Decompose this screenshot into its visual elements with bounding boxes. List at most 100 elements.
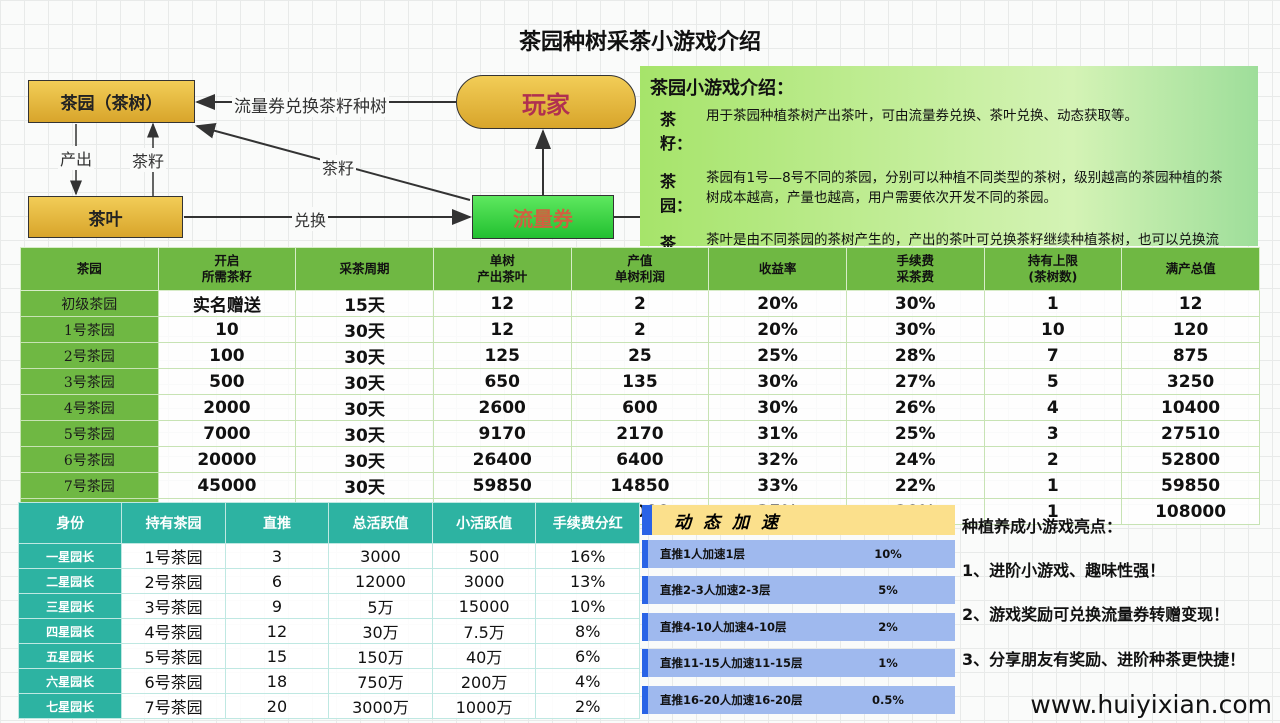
table-cell: 2 (983, 446, 1123, 473)
table-cell: 4% (535, 668, 640, 694)
table-row: 五星园长 5号茶园 15 150万 40万 6% (17, 643, 640, 669)
table-cell: 24% (845, 446, 985, 473)
column-header: 身份 (17, 502, 123, 544)
table-cell: 750万 (328, 668, 433, 694)
edge-label-exchange: 兑换 (292, 207, 329, 231)
table-cell: 600 (570, 394, 710, 421)
table-cell: 1 (983, 498, 1123, 525)
table-cell: 6400 (570, 446, 710, 473)
table-cell: 2170 (570, 420, 710, 447)
table-row: 三星园长 3号茶园 9 5万 15000 10% (17, 593, 640, 619)
table-cell: 18 (224, 668, 330, 694)
table-cell: 135 (570, 368, 710, 395)
intro-item-garden: 茶园： 茶园有1号—8号不同的茶园，分别可以种植不同类型的茶树，级别越高的茶园种植… (660, 170, 1223, 215)
table-cell: 7 (983, 342, 1123, 369)
table-cell: 12000 (328, 568, 433, 594)
edge-label-seed-diag: 茶籽 (320, 155, 357, 179)
table-cell: 6 (224, 568, 330, 594)
table-cell: 26400 (432, 446, 572, 473)
intro-item-seed: 茶籽： 用于茶园种植茶树产出茶叶，可由流量券兑换、茶叶兑换、动态获取等。 (660, 108, 1138, 153)
speed-percent: 1% (878, 656, 898, 670)
table-row: 4号茶园 2000 30天 2600 600 30% 26% 4 10400 (20, 394, 1260, 421)
column-header: 直推 (224, 502, 330, 544)
table-cell: 875 (1121, 342, 1260, 369)
table-cell: 30% (845, 290, 985, 317)
table-cell: 20000 (157, 446, 297, 473)
garden-table: 茶园 开启 所需茶籽 采茶周期 单树 产出茶叶 产值 单树利润 收益率 手续费 采茶费 持有上… (20, 247, 1260, 525)
table-row: 一星园长 1号茶园 3 3000 500 16% (17, 543, 640, 569)
table-cell: 500 (157, 368, 297, 395)
table-cell: 100 (157, 342, 297, 369)
table-cell: 2号茶园 (121, 568, 226, 594)
table-cell: 30天 (295, 394, 434, 421)
table-cell: 12 (432, 316, 572, 343)
node-garden: 茶园（茶树） (28, 80, 195, 123)
column-header: 单树 产出茶叶 (432, 247, 572, 291)
table-cell: 12 (432, 290, 572, 317)
table-cell: 32% (708, 446, 847, 473)
column-header: 持有茶园 (121, 502, 226, 544)
table-row: 1号茶园 10 30天 12 2 20% 30% 10 120 (20, 316, 1260, 343)
table-row: 5号茶园 7000 30天 9170 2170 31% 25% 3 27510 (20, 420, 1260, 447)
table-cell: 30万 (328, 618, 433, 644)
table-cell: 5 (983, 368, 1123, 395)
table-cell: 6% (535, 643, 640, 669)
table-cell: 2% (535, 693, 640, 719)
intro-panel: 茶园小游戏介绍： 茶籽： 用于茶园种植茶树产出茶叶，可由流量券兑换、茶叶兑换、动态… (640, 66, 1258, 277)
column-header: 茶园 (20, 247, 159, 291)
table-cell: 3 (224, 543, 330, 569)
table-cell: 40万 (431, 643, 537, 669)
table-cell: 10 (983, 316, 1123, 343)
row-header: 5号茶园 (20, 420, 159, 447)
table-cell: 3号茶园 (121, 593, 226, 619)
row-header: 2号茶园 (20, 342, 159, 369)
table-cell: 8% (535, 618, 640, 644)
table-row: 二星园长 2号茶园 6 12000 3000 13% (17, 568, 640, 594)
table-cell: 45000 (157, 472, 297, 499)
speed-row: 直推2-3人加速2-3层 5% (642, 576, 955, 604)
speed-label: 直推4-10人加速4-10层 (660, 620, 787, 634)
table-cell: 13% (535, 568, 640, 594)
table-cell: 15天 (295, 290, 434, 317)
table-cell: 1 (983, 290, 1123, 317)
column-header: 持有上限 (茶树数) (983, 247, 1123, 291)
row-header: 6号茶园 (20, 446, 159, 473)
table-cell: 15000 (431, 593, 537, 619)
column-header: 满产总值 (1121, 247, 1260, 291)
table-cell: 30天 (295, 420, 434, 447)
table-cell: 12 (1121, 290, 1260, 317)
column-header: 产值 单树利润 (570, 247, 710, 291)
row-header: 四星园长 (17, 618, 123, 644)
table-cell: 2 (570, 290, 710, 317)
table-cell: 650 (432, 368, 572, 395)
table-cell: 200万 (431, 668, 537, 694)
table-cell: 6号茶园 (121, 668, 226, 694)
table-cell: 7.5万 (431, 618, 537, 644)
speed-row: 直推16-20人加速16-20层 0.5% (642, 686, 955, 714)
row-header: 4号茶园 (20, 394, 159, 421)
table-cell: 20% (708, 290, 847, 317)
column-header: 总活跃值 (328, 502, 433, 544)
table-cell: 3000 (431, 568, 537, 594)
table-cell: 5万 (328, 593, 433, 619)
node-player: 玩家 (456, 75, 636, 129)
highlight-item: 1、进阶小游戏、趣味性强！ (962, 561, 1166, 580)
table-row: 四星园长 4号茶园 12 30万 7.5万 8% (17, 618, 640, 644)
table-cell: 28% (845, 342, 985, 369)
table-cell: 25 (570, 342, 710, 369)
table-cell: 1000万 (431, 693, 537, 719)
speed-row: 直推4-10人加速4-10层 2% (642, 613, 955, 641)
page-title: 茶园种树采茶小游戏介绍 (518, 30, 761, 55)
table-cell: 30天 (295, 368, 434, 395)
rank-table: 身份 持有茶园 直推 总活跃值 小活跃值 手续费分红 一星园长 1号茶园 3 3000 500 16%… (17, 502, 640, 719)
column-header: 手续费 采茶费 (845, 247, 985, 291)
column-header: 开启 所需茶籽 (157, 247, 297, 291)
row-header: 三星园长 (17, 593, 123, 619)
row-header: 7号茶园 (20, 472, 159, 499)
table-cell: 3250 (1121, 368, 1260, 395)
table-cell: 30% (845, 316, 985, 343)
table-row: 3号茶园 500 30天 650 135 30% 27% 5 3250 (20, 368, 1260, 395)
table-row: 2号茶园 100 30天 125 25 25% 28% 7 875 (20, 342, 1260, 369)
highlights-heading: 种植养成小游戏亮点： (962, 517, 1123, 536)
edge-label-output: 产出 (58, 146, 95, 170)
